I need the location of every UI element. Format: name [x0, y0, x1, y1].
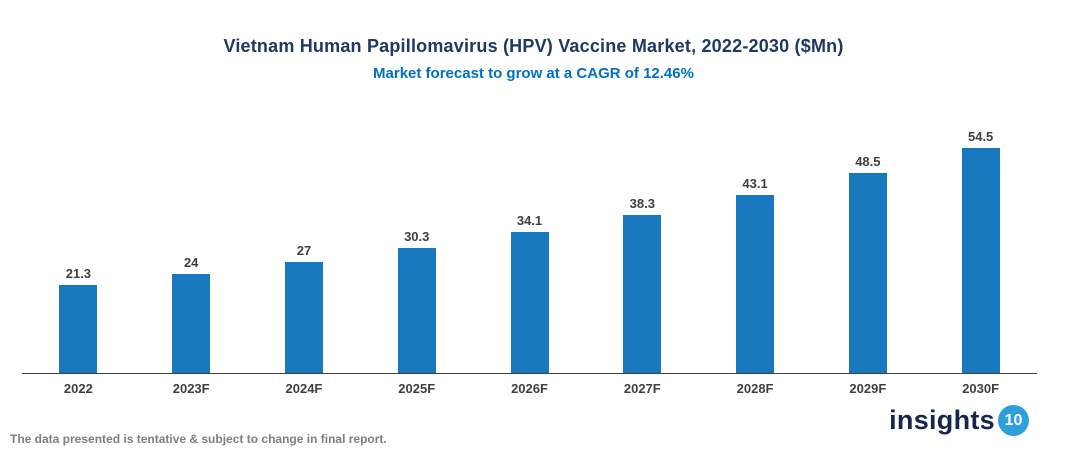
bar-column: 21.3 [22, 266, 135, 373]
bar [172, 273, 211, 373]
x-axis-label: 2023F [172, 381, 210, 396]
bar-value-label: 34.1 [516, 213, 543, 229]
bar-column: 34.1 [473, 213, 586, 373]
bar [510, 232, 549, 373]
bar [736, 195, 775, 373]
bar-column: 24 [135, 255, 248, 373]
x-axis-label: 2022 [63, 381, 93, 396]
x-axis-label: 2026F [511, 381, 548, 396]
bar-value-label: 21.3 [65, 266, 92, 282]
x-axis: 2022 2023F 2024F 2025F 2026F 2027F 2028F 2029F 2… [22, 374, 1037, 396]
bar-column: 54.5 [924, 129, 1037, 373]
bar-column: 48.5 [811, 154, 924, 373]
bar-column: 27 [248, 242, 361, 373]
bar-value-label: 30.3 [404, 228, 430, 244]
bar-value-label: 24 [183, 254, 199, 270]
bar-value-label: 43.1 [742, 176, 768, 192]
bar-value-label: 48.5 [855, 153, 881, 169]
plot-area: 21.3 24 27 30.3 34.1 38.3 43.1 48.5 54.5 [22, 102, 1037, 374]
chart-title: Vietnam Human Papillomavirus (HPV) Vacci… [223, 36, 844, 56]
bar [59, 285, 98, 373]
x-axis-label: 2027F [623, 381, 661, 396]
bar [623, 214, 662, 373]
bar-column: 30.3 [360, 229, 473, 373]
bar [961, 148, 1000, 373]
bar [397, 247, 436, 373]
insights10-logo: insights 10 [889, 405, 1029, 436]
bar-value-label: 27 [296, 242, 312, 258]
chart-subtitle: Market forecast to grow at a CAGR of 12.… [373, 65, 694, 82]
x-axis-label: 2028F [736, 381, 774, 396]
bar [284, 261, 323, 373]
bar-value-label: 54.5 [967, 129, 994, 144]
bar-column: 38.3 [586, 196, 699, 373]
x-axis-label: 2024F [285, 381, 323, 396]
x-axis-label: 2025F [398, 381, 436, 396]
bar-value-label: 38.3 [629, 195, 655, 211]
bar-column: 43.1 [699, 176, 812, 373]
x-axis-label: 2029F [849, 381, 887, 396]
logo-text: insights [889, 405, 995, 435]
disclaimer-text: The data presented is tentative & subjec… [10, 432, 387, 446]
x-axis-label: 2030F [962, 381, 1000, 396]
bar [848, 172, 887, 373]
bar-chart: 21.3 24 27 30.3 34.1 38.3 43.1 48.5 54.5 2022 202… [22, 102, 1037, 396]
logo-badge: 10 [998, 405, 1029, 436]
